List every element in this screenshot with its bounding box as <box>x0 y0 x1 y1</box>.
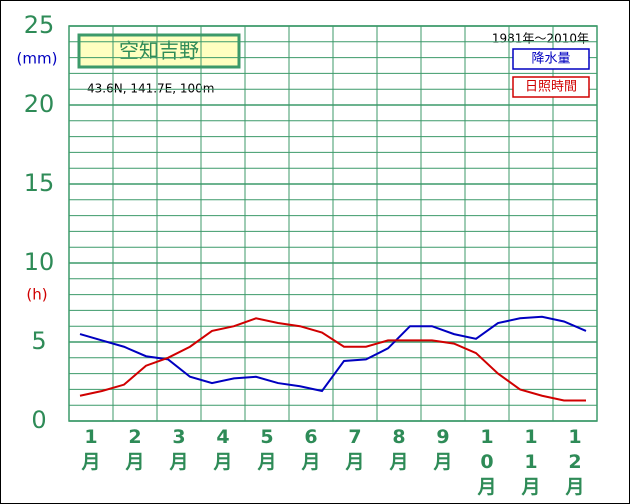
x-tick-label: 5月 <box>257 426 277 473</box>
x-tick-label: 8月 <box>389 426 409 473</box>
x-tick-label: 11月 <box>521 426 541 498</box>
y-tick-label: 0 <box>31 406 46 434</box>
subtitle: 43.6N, 141.7E, 100m <box>87 82 214 96</box>
y-tick-label: 20 <box>24 90 55 118</box>
y-unit-label: (mm) <box>17 50 58 68</box>
y-unit-label: (h) <box>26 286 47 304</box>
x-tick-label: 2月 <box>125 426 145 473</box>
x-tick-label: 4月 <box>213 426 233 473</box>
x-tick-label: 3月 <box>169 426 189 473</box>
x-tick-label: 10月 <box>477 426 497 498</box>
legend-box <box>512 48 590 70</box>
y-tick-label: 25 <box>24 11 55 39</box>
y-tick-label: 10 <box>24 248 55 276</box>
x-tick-label: 12月 <box>565 426 585 498</box>
x-tick-label: 9月 <box>433 426 453 473</box>
x-tick-label: 1月 <box>81 426 101 473</box>
title-box <box>77 33 241 69</box>
plot-frame <box>68 25 598 422</box>
x-tick-label: 7月 <box>345 426 365 473</box>
chart-title: 空知吉野 <box>119 39 199 63</box>
x-tick-label: 6月 <box>301 426 321 473</box>
series-line <box>79 317 586 402</box>
legend-box <box>512 76 590 98</box>
y-tick-label: 15 <box>24 169 55 197</box>
legend-label: 日照時間 <box>525 80 577 95</box>
period: 1981年〜2010年 <box>492 32 589 46</box>
y-tick-label: 5 <box>31 327 46 355</box>
legend-label: 降水量 <box>531 52 570 67</box>
